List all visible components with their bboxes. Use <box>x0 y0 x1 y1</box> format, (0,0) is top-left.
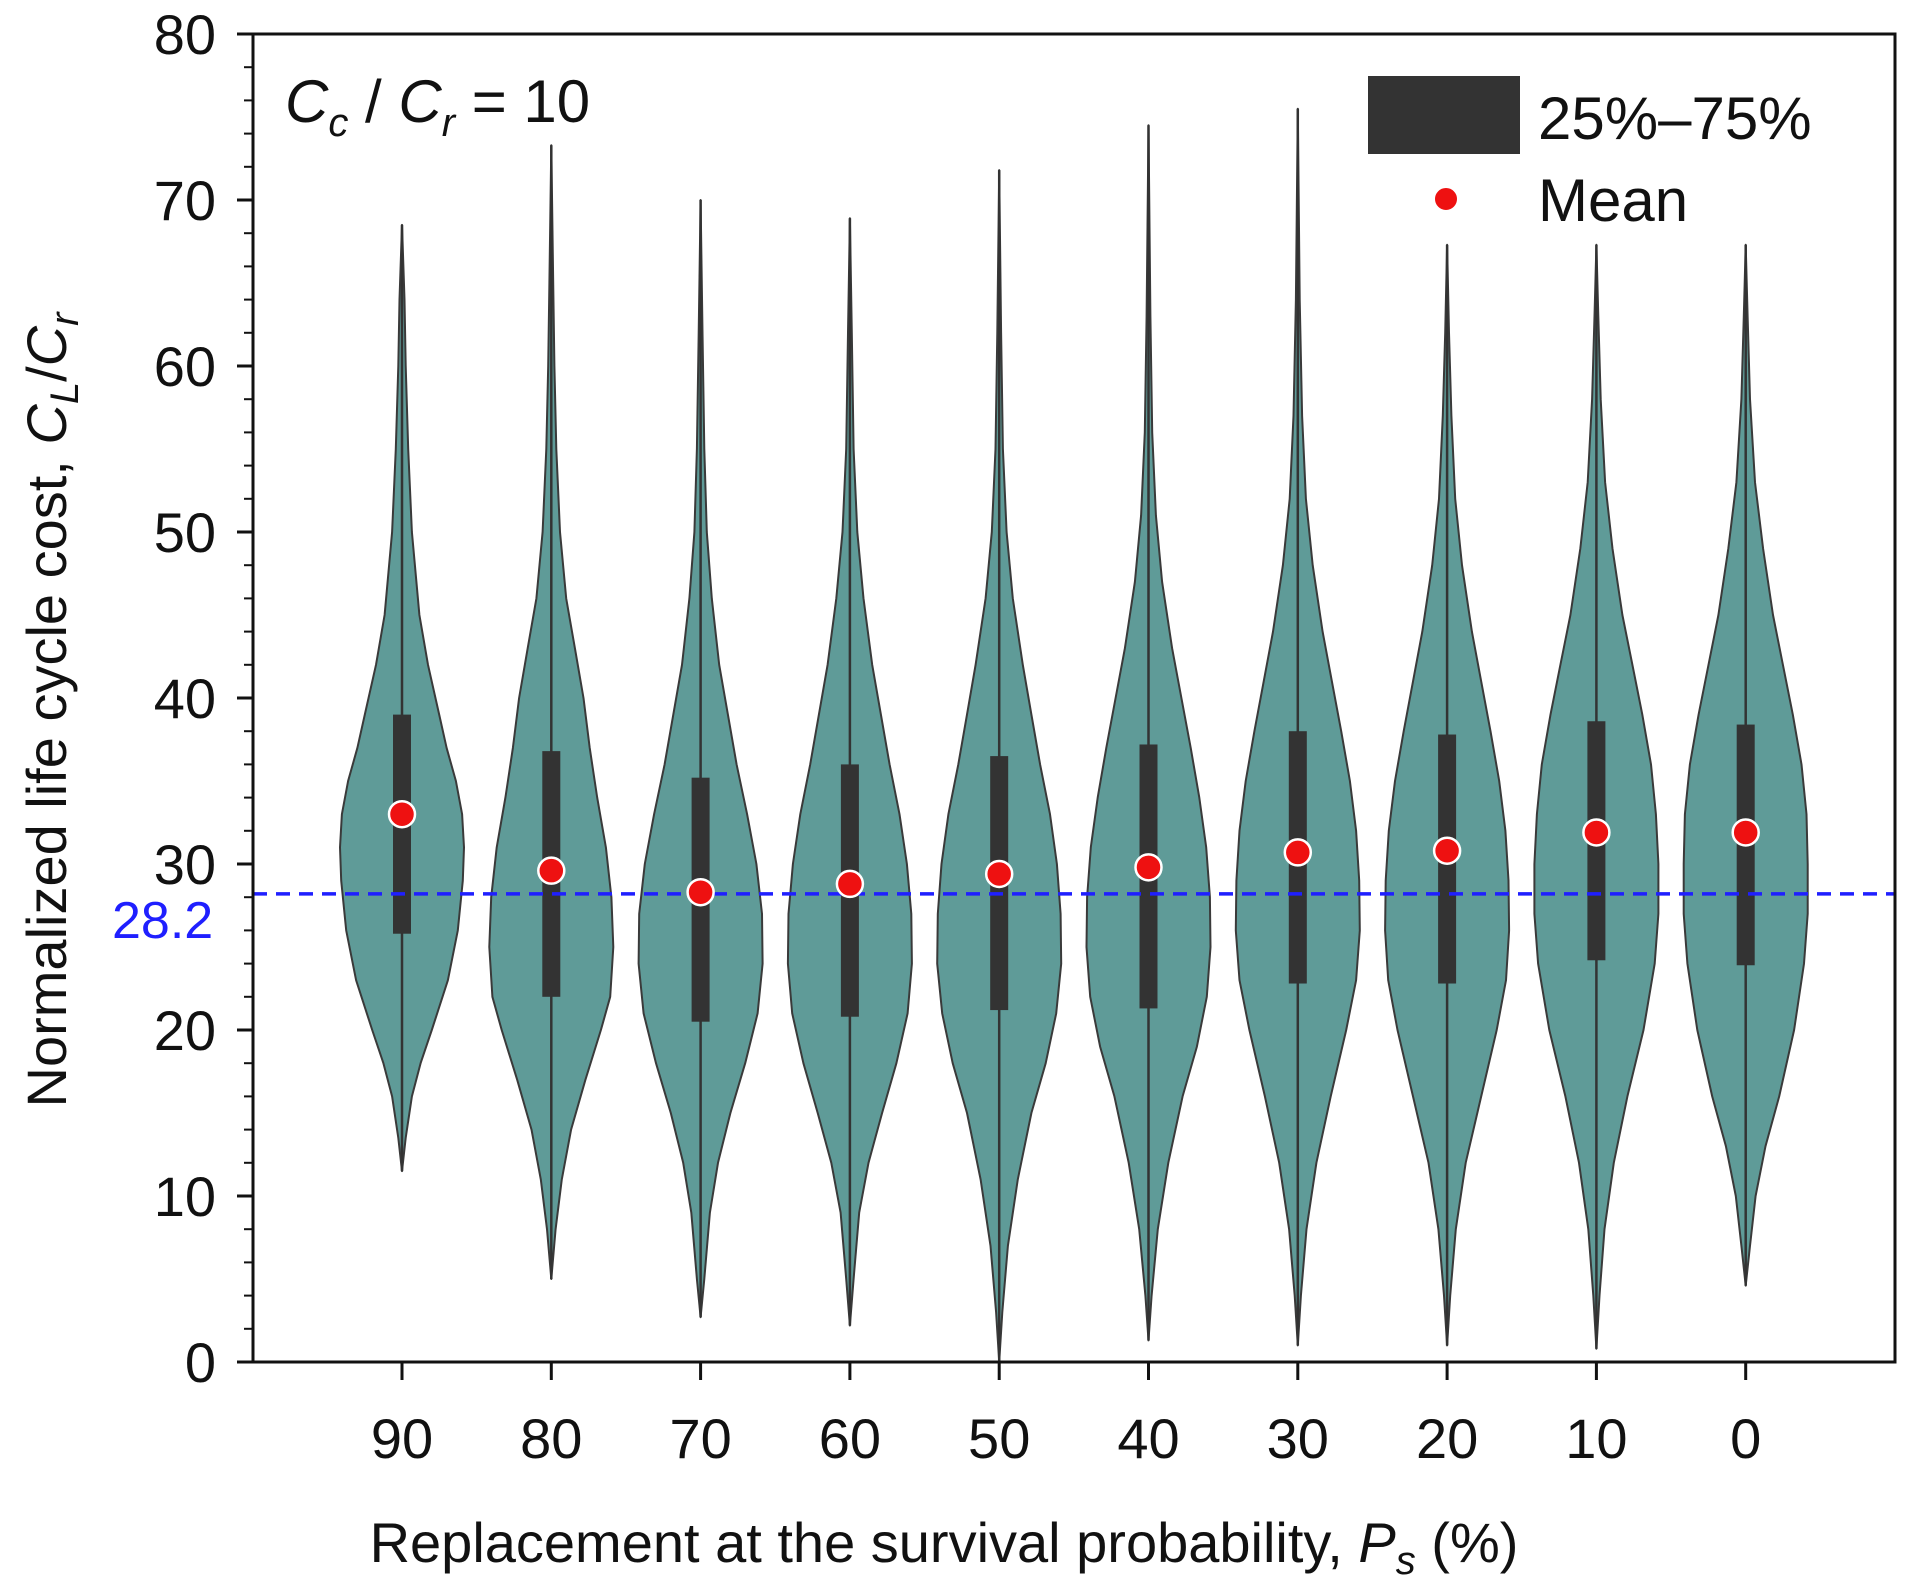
mean-marker-80 <box>537 856 566 885</box>
y-tick-label-0: 0 <box>185 1331 216 1394</box>
x-tick-label-90: 90 <box>371 1407 433 1470</box>
x-tick-label-70: 70 <box>669 1407 731 1470</box>
mean-marker-90 <box>387 799 417 829</box>
x-tick-label-20: 20 <box>1416 1407 1478 1470</box>
legend-iqr-label: 25%–75% <box>1538 85 1812 152</box>
y-axis-title: Normalized life cycle cost, CL/Cr <box>15 311 87 1108</box>
y-tick-label-40: 40 <box>154 667 216 730</box>
legend: 25%–75% Mean <box>1368 76 1812 234</box>
y-tick-label-60: 60 <box>154 335 216 398</box>
y-tick-label-80: 80 <box>154 3 216 66</box>
mean-marker-10 <box>1582 818 1611 847</box>
y-tick-label-20: 20 <box>154 999 216 1062</box>
mean-marker-60 <box>835 869 865 899</box>
ratio-annotation: Cc / Cr = 10 <box>285 68 590 145</box>
x-tick-label-40: 40 <box>1117 1407 1179 1470</box>
y-tick-label-30: 30 <box>154 833 216 896</box>
legend-mean-marker <box>1433 186 1459 212</box>
x-tick-label-0: 0 <box>1730 1407 1761 1470</box>
legend-iqr-swatch <box>1368 76 1520 154</box>
mean-marker-0 <box>1731 818 1760 847</box>
x-tick-label-10: 10 <box>1565 1407 1627 1470</box>
mean-marker-70 <box>686 877 715 907</box>
y-tick-label-70: 70 <box>154 169 216 232</box>
plot-area: 28.2 <box>112 107 1895 1363</box>
mean-marker-40 <box>1134 853 1163 882</box>
x-tick-label-80: 80 <box>520 1407 582 1470</box>
x-tick-label-50: 50 <box>968 1407 1030 1470</box>
y-tick-label-10: 10 <box>154 1165 216 1228</box>
mean-marker-30 <box>1283 838 1313 867</box>
x-tick-label-30: 30 <box>1267 1407 1329 1470</box>
axes: 0 10 20 30 40 50 60 70 80 90 80 70 60 50 40 30 20 10 0 <box>154 3 1897 1470</box>
mean-marker-20 <box>1432 836 1462 865</box>
y-tick-label-50: 50 <box>154 501 216 564</box>
legend-mean-label: Mean <box>1538 167 1688 234</box>
reference-line-label: 28.2 <box>112 892 213 950</box>
x-axis-title: Replacement at the survival probability,… <box>370 1511 1519 1583</box>
x-tick-label-60: 60 <box>819 1407 881 1470</box>
mean-marker-50 <box>984 859 1014 889</box>
